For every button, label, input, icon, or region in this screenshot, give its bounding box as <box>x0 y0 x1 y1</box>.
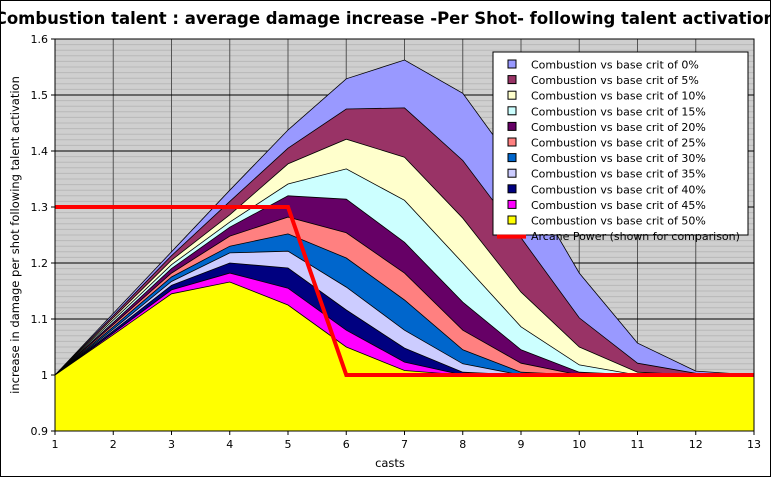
legend-entry: Combustion vs base crit of 50% <box>531 215 706 228</box>
legend-entry: Arcane Power (shown for comparison) <box>531 230 740 243</box>
legend-entry: Combustion vs base crit of 10% <box>531 90 706 103</box>
x-tick-label: 10 <box>572 438 586 451</box>
x-tick-label: 11 <box>631 438 645 451</box>
x-tick-label: 8 <box>459 438 466 451</box>
x-tick-label: 1 <box>52 438 59 451</box>
y-tick-label: 0.9 <box>31 425 49 438</box>
chart-title: Combustion talent : average damage incre… <box>0 9 771 28</box>
plot-area <box>54 38 755 432</box>
legend: Combustion vs base crit of 0% Combustion … <box>492 51 749 243</box>
legend-entry: Combustion vs base crit of 35% <box>531 168 706 181</box>
y-tick-label: 1.1 <box>31 313 49 326</box>
y-tick-label: 1.3 <box>31 201 49 214</box>
legend-entry: Combustion vs base crit of 25% <box>531 137 706 150</box>
y-tick-label: 1.2 <box>31 257 49 270</box>
legend-swatch <box>507 153 517 163</box>
line-series-arcane-power <box>55 205 754 377</box>
legend-swatch <box>507 168 517 178</box>
y-tick-label: 1.4 <box>31 145 49 158</box>
legend-swatch <box>507 90 517 100</box>
legend-swatch <box>507 137 517 147</box>
legend-swatch <box>507 121 517 131</box>
y-tick-label: 1.5 <box>31 89 49 102</box>
x-tick-label: 4 <box>226 438 233 451</box>
x-tick-label: 6 <box>343 438 350 451</box>
legend-swatch <box>507 199 517 209</box>
x-tick-label: 13 <box>747 438 761 451</box>
legend-entry: Combustion vs base crit of 0% <box>531 59 699 72</box>
legend-entry: Combustion vs base crit of 15% <box>531 105 706 118</box>
legend-box <box>492 51 749 236</box>
legend-entry: Combustion vs base crit of 5% <box>531 74 699 87</box>
x-axis: 1 2 3 4 5 6 7 8 9 10 11 12 13 <box>52 431 761 451</box>
x-tick-label: 2 <box>110 438 117 451</box>
legend-entry: Combustion vs base crit of 45% <box>531 199 706 212</box>
legend-swatch <box>507 184 517 194</box>
y-axis-label: increase in damage per shot following ta… <box>8 76 22 394</box>
y-tick-label: 1 <box>41 369 48 382</box>
x-tick-label: 7 <box>401 438 408 451</box>
legend-entry: Combustion vs base crit of 40% <box>531 183 706 196</box>
y-tick-label: 1.6 <box>31 33 49 46</box>
x-tick-label: 12 <box>689 438 703 451</box>
legend-swatch <box>507 75 517 85</box>
x-tick-label: 5 <box>285 438 292 451</box>
legend-swatch <box>507 215 517 225</box>
x-tick-label: 3 <box>168 438 175 451</box>
x-tick-label: 9 <box>518 438 525 451</box>
legend-entry: Combustion vs base crit of 20% <box>531 121 706 134</box>
legend-swatch <box>507 106 517 116</box>
legend-swatch <box>507 59 517 69</box>
y-axis: 0.9 1 1.1 1.2 1.3 1.4 1.5 1.6 <box>31 33 55 438</box>
x-axis-label: casts <box>375 456 405 470</box>
legend-entry: Combustion vs base crit of 30% <box>531 152 706 165</box>
